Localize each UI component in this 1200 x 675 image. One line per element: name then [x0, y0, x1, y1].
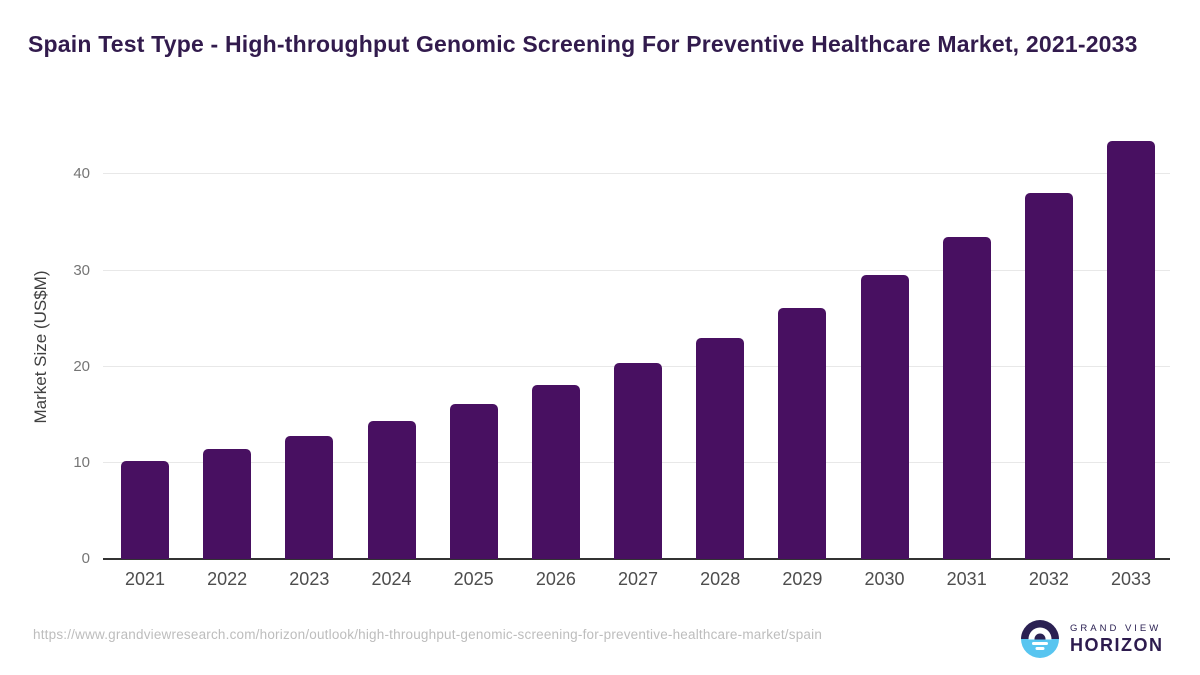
source-url[interactable]: https://www.grandviewresearch.com/horizo… — [33, 627, 823, 642]
x-axis-label-2026: 2026 — [535, 569, 576, 589]
logo-sun-arch-hole — [1034, 633, 1046, 639]
x-axis-label-2028: 2028 — [700, 569, 741, 589]
bar-2030[interactable] — [860, 275, 909, 559]
bar-2032[interactable] — [1024, 192, 1073, 559]
x-axis-line — [103, 558, 1170, 560]
y-tick-label-30: 30 — [73, 261, 90, 279]
chart-title: Spain Test Type - High-throughput Genomi… — [28, 31, 1138, 57]
logo-grand-view-text: GRAND VIEW — [1070, 622, 1162, 634]
bar-2023[interactable] — [285, 435, 334, 559]
x-axis-label-2029: 2029 — [782, 569, 823, 589]
bar-2024[interactable] — [367, 420, 416, 559]
y-tick-label-20: 20 — [73, 357, 90, 375]
x-axis-label-2031: 2031 — [946, 569, 987, 589]
bar-2027[interactable] — [614, 362, 663, 559]
bar-2028[interactable] — [696, 337, 745, 559]
logo-horizon-line-1 — [1032, 641, 1048, 645]
x-axis-label-2033: 2033 — [1111, 569, 1152, 589]
horizon-logo-icon — [1021, 620, 1059, 658]
logo-horizon-line-2 — [1035, 647, 1045, 650]
bar-2021[interactable] — [121, 460, 169, 559]
x-axis-label-2030: 2030 — [864, 569, 905, 589]
x-axis-label-2024: 2024 — [371, 569, 412, 589]
bar-2026[interactable] — [531, 384, 580, 559]
gridline-30 — [103, 269, 1170, 271]
logo-text-block: GRAND VIEW HORIZON — [1070, 623, 1164, 656]
x-axis-label-2022: 2022 — [207, 569, 248, 589]
x-axis-label-2032: 2032 — [1028, 569, 1069, 589]
y-tick-label-0: 0 — [81, 550, 90, 567]
logo-horizon-text: HORIZON — [1070, 634, 1164, 655]
bar-2031[interactable] — [942, 236, 991, 559]
x-axis-label-2023: 2023 — [289, 569, 330, 589]
x-axis-label-2021: 2021 — [124, 569, 166, 589]
bar-2029[interactable] — [778, 308, 827, 559]
bar-2022[interactable] — [203, 449, 252, 559]
bar-2025[interactable] — [449, 404, 498, 559]
gridline-40 — [103, 173, 1170, 175]
bar-2033[interactable] — [1107, 140, 1156, 559]
x-axis-label-2025: 2025 — [453, 569, 494, 589]
y-tick-label-40: 40 — [73, 165, 90, 183]
x-axis-label-2027: 2027 — [617, 569, 659, 589]
y-axis-title: Market Size (US$M) — [31, 270, 50, 424]
grand-view-horizon-logo: GRAND VIEW HORIZON — [1021, 619, 1164, 659]
y-tick-label-10: 10 — [73, 453, 90, 471]
plot-area: 0 10 20 30 40 2021 2022 2023 2024 2025 2026 2027 202… — [73, 135, 1170, 589]
logo-sun-arch — [1028, 627, 1052, 639]
